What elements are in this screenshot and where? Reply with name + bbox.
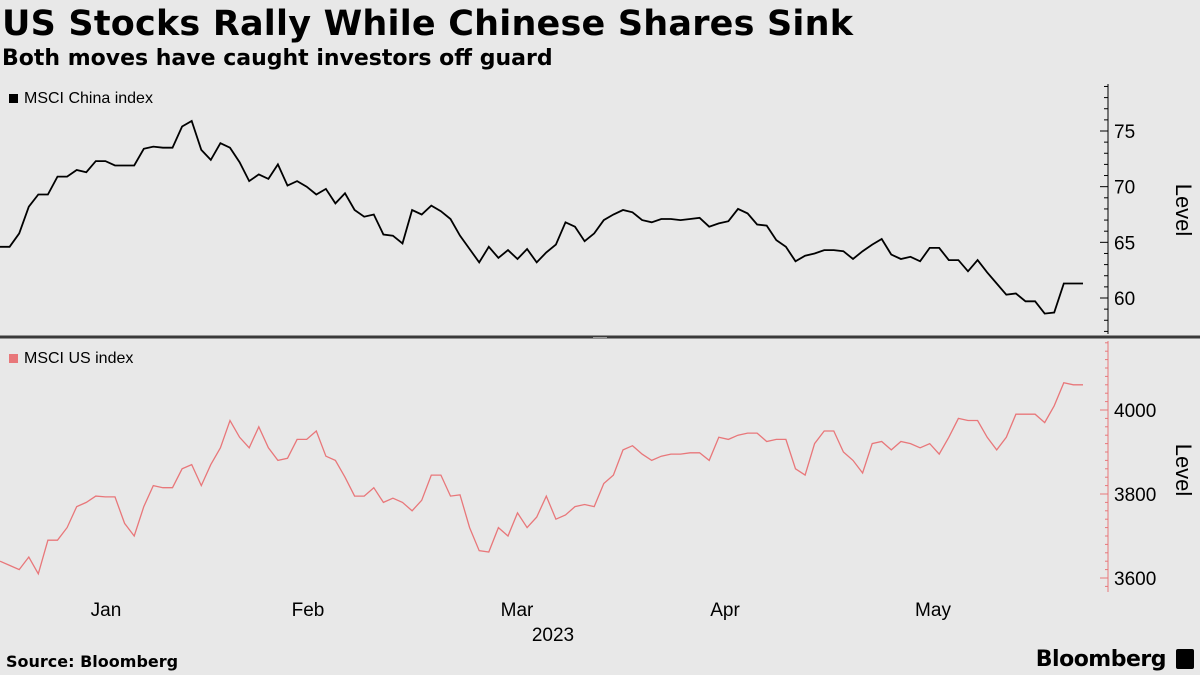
x-tick-label: Mar: [501, 600, 534, 621]
legend-swatch-china: [9, 94, 18, 103]
series-line-china: [0, 119, 1083, 315]
y-axis-label-us: Level: [1171, 444, 1196, 497]
bloomberg-terminal-icon: [1176, 649, 1194, 669]
legend-label-us: MSCI US index: [24, 350, 133, 367]
y-tick-label-us: 3600: [1114, 569, 1156, 590]
x-tick-label: May: [915, 600, 951, 621]
chart-title: US Stocks Rally While Chinese Shares Sin…: [2, 4, 854, 44]
y-tick-label-china: 60: [1114, 289, 1135, 310]
y-tick-label-china: 70: [1114, 178, 1135, 199]
x-tick-label: Feb: [292, 600, 325, 621]
source-note: Source: Bloomberg: [6, 652, 179, 671]
brand-logo: Bloomberg: [1035, 647, 1167, 672]
legend-label-china: MSCI China index: [24, 90, 153, 107]
x-tick-label: Jan: [91, 600, 122, 621]
legend-swatch-us: [9, 354, 18, 363]
x-tick-label: Apr: [710, 600, 740, 621]
y-tick-label-us: 4000: [1114, 401, 1156, 422]
y-tick-label-us: 3800: [1114, 485, 1156, 506]
y-tick-label-china: 75: [1114, 122, 1135, 143]
x-year-label: 2023: [532, 625, 574, 646]
chart-subtitle: Both moves have caught investors off gua…: [2, 46, 553, 71]
y-tick-label-china: 65: [1114, 233, 1135, 254]
y-axis-label-china: Level: [1171, 184, 1196, 237]
series-line-us: [0, 381, 1083, 576]
